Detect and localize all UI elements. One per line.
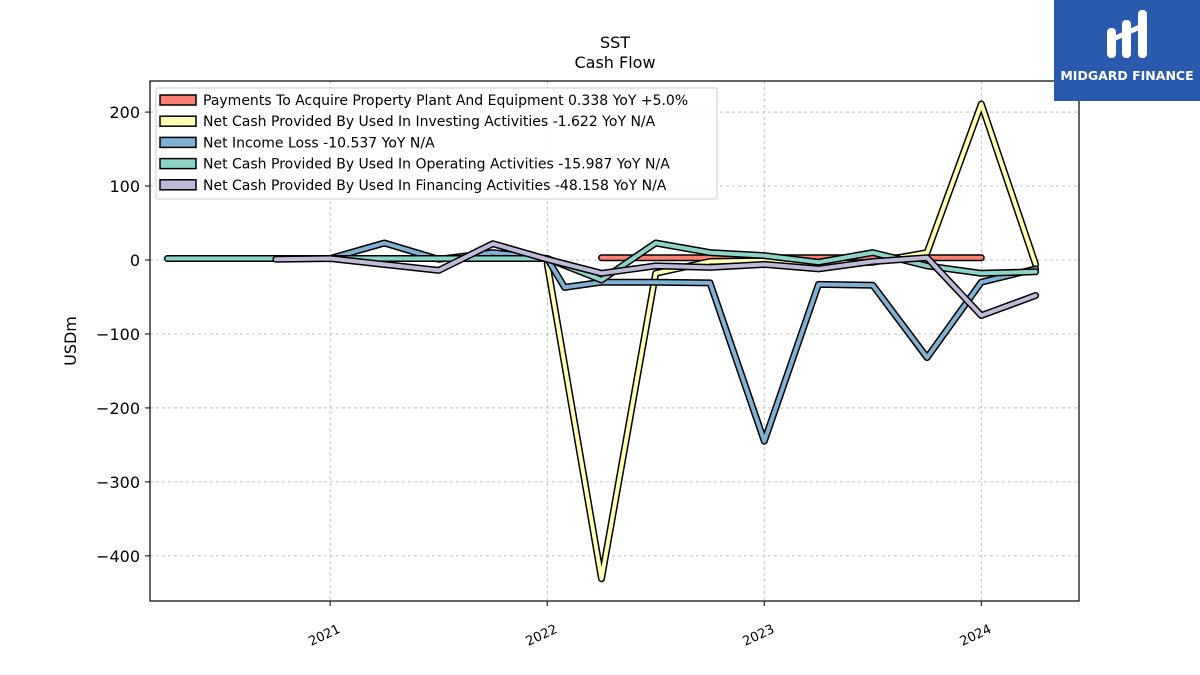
chart-subtitle: Cash Flow: [574, 53, 655, 72]
y-tick-label: −200: [96, 399, 140, 418]
legend-swatch: [159, 179, 197, 191]
y-axis-label: USDm: [61, 316, 80, 366]
y-tick-label: 100: [109, 177, 140, 196]
x-tick-label: 2022: [524, 622, 560, 650]
legend-swatch: [159, 157, 197, 170]
y-tick-label: 200: [109, 103, 140, 122]
legend-swatch: [159, 136, 197, 149]
y-tick-label: −300: [96, 473, 140, 492]
logo-mark-icon: [1107, 10, 1147, 58]
legend-label: Net Cash Provided By Used In Operating A…: [203, 157, 670, 173]
legend-box: [155, 87, 718, 200]
x-tick-label: 2021: [307, 622, 343, 650]
series-group: [163, 100, 1040, 583]
series-line: [273, 241, 1038, 318]
chart-title: SST: [600, 33, 630, 52]
legend-label: Net Cash Provided By Used In Investing A…: [203, 114, 656, 130]
logo-name: MIDGARD FINANCE: [1060, 68, 1194, 83]
legend-label: Net Cash Provided By Used In Financing A…: [203, 178, 667, 194]
legend-label: Payments To Acquire Property Plant And E…: [203, 93, 688, 109]
legend-swatch: [159, 94, 197, 106]
y-tick-label: −100: [96, 325, 140, 344]
plot-frame: [149, 80, 1080, 602]
y-tick-label: −400: [96, 547, 140, 566]
series-line: [165, 241, 1038, 282]
y-tick-label: 0: [130, 251, 140, 270]
legend-label: Net Income Loss -10.537 YoY N/A: [203, 135, 435, 151]
legend: Payments To Acquire Property Plant And E…: [155, 87, 718, 200]
x-tick-label: 2024: [958, 622, 994, 650]
legend-swatch: [159, 115, 197, 127]
brand-logo: MIDGARD FINANCE: [1054, 0, 1200, 101]
x-tick-label: 2023: [741, 622, 777, 650]
